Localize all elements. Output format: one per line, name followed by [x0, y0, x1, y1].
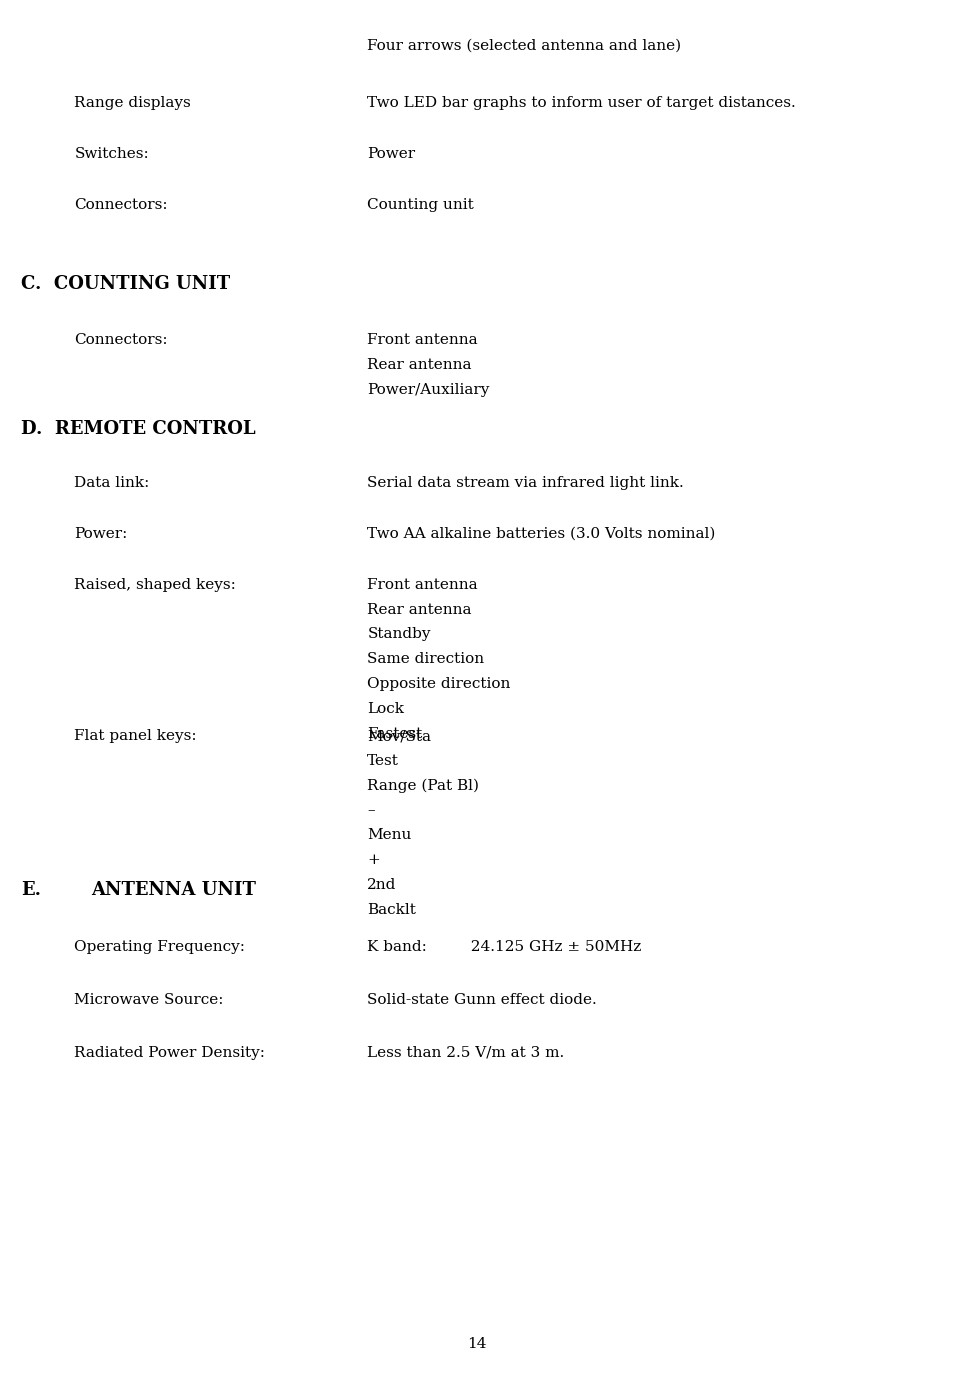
Text: ANTENNA UNIT: ANTENNA UNIT [91, 881, 255, 899]
Text: Menu: Menu [367, 828, 412, 842]
Text: Power/Auxiliary: Power/Auxiliary [367, 383, 489, 396]
Text: Front antenna: Front antenna [367, 333, 477, 347]
Text: Data link:: Data link: [74, 476, 150, 490]
Text: Mov/Sta: Mov/Sta [367, 729, 431, 743]
Text: 14: 14 [467, 1337, 486, 1351]
Text: C.  COUNTING UNIT: C. COUNTING UNIT [21, 275, 230, 293]
Text: K band:         24.125 GHz ± 50MHz: K band: 24.125 GHz ± 50MHz [367, 940, 640, 954]
Text: Lock: Lock [367, 702, 404, 716]
Text: Flat panel keys:: Flat panel keys: [74, 729, 197, 743]
Text: Power: Power [367, 147, 415, 161]
Text: D.  REMOTE CONTROL: D. REMOTE CONTROL [21, 420, 255, 438]
Text: –: – [367, 804, 375, 817]
Text: Solid-state Gunn effect diode.: Solid-state Gunn effect diode. [367, 993, 597, 1007]
Text: Connectors:: Connectors: [74, 198, 168, 212]
Text: Connectors:: Connectors: [74, 333, 168, 347]
Text: Less than 2.5 V/m at 3 m.: Less than 2.5 V/m at 3 m. [367, 1046, 564, 1060]
Text: 2nd: 2nd [367, 878, 396, 892]
Text: Range displays: Range displays [74, 96, 191, 110]
Text: Four arrows (selected antenna and lane): Four arrows (selected antenna and lane) [367, 39, 680, 52]
Text: Operating Frequency:: Operating Frequency: [74, 940, 245, 954]
Text: Two AA alkaline batteries (3.0 Volts nominal): Two AA alkaline batteries (3.0 Volts nom… [367, 527, 715, 541]
Text: Range (Pat Bl): Range (Pat Bl) [367, 779, 478, 793]
Text: Counting unit: Counting unit [367, 198, 474, 212]
Text: Same direction: Same direction [367, 652, 484, 666]
Text: E.: E. [21, 881, 41, 899]
Text: Serial data stream via infrared light link.: Serial data stream via infrared light li… [367, 476, 683, 490]
Text: Front antenna: Front antenna [367, 578, 477, 592]
Text: Test: Test [367, 754, 398, 768]
Text: Opposite direction: Opposite direction [367, 677, 510, 691]
Text: Fastest: Fastest [367, 727, 422, 740]
Text: Switches:: Switches: [74, 147, 149, 161]
Text: +: + [367, 853, 379, 867]
Text: Radiated Power Density:: Radiated Power Density: [74, 1046, 265, 1060]
Text: Microwave Source:: Microwave Source: [74, 993, 224, 1007]
Text: Power:: Power: [74, 527, 128, 541]
Text: Rear antenna: Rear antenna [367, 603, 472, 616]
Text: Two LED bar graphs to inform user of target distances.: Two LED bar graphs to inform user of tar… [367, 96, 795, 110]
Text: Standby: Standby [367, 627, 431, 641]
Text: Backlt: Backlt [367, 903, 416, 916]
Text: Raised, shaped keys:: Raised, shaped keys: [74, 578, 236, 592]
Text: Rear antenna: Rear antenna [367, 358, 472, 372]
